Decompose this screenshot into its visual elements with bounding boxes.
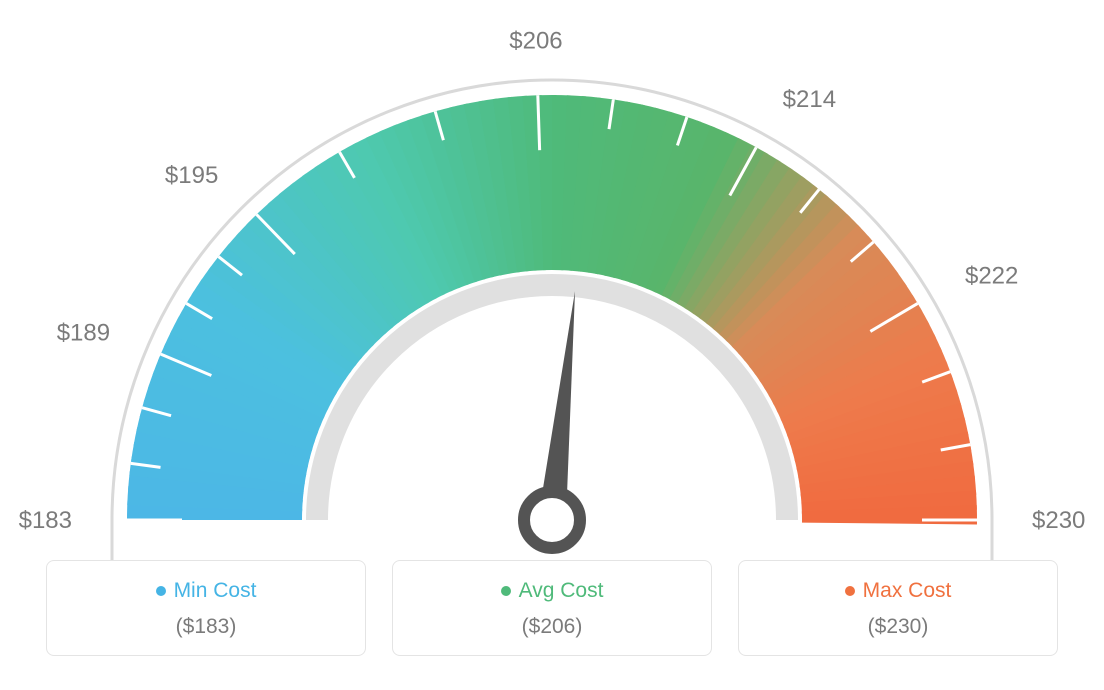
gauge-svg: $183 $189 $195 $206 $214 $222 $230 — [0, 0, 1104, 560]
gauge-tick-label: $222 — [965, 262, 1018, 289]
gauge-tick-label: $214 — [783, 86, 836, 113]
gauge-tick-label: $183 — [19, 507, 72, 534]
legend-card-max: Max Cost ($230) — [738, 560, 1058, 656]
legend-value-avg: ($206) — [403, 615, 701, 639]
legend-value-min: ($183) — [57, 615, 355, 639]
legend-title-min: Min Cost — [174, 579, 257, 603]
legend-title-avg: Avg Cost — [519, 579, 604, 603]
gauge-tick-label: $195 — [165, 162, 218, 189]
gauge-tick-label: $230 — [1032, 507, 1085, 534]
legend-card-avg: Avg Cost ($206) — [392, 560, 712, 656]
gauge-tick-label: $189 — [57, 320, 110, 347]
legend-dot-avg — [501, 586, 511, 596]
gauge-tick-label: $206 — [509, 27, 562, 54]
legend-title-max: Max Cost — [863, 579, 952, 603]
legend-card-min: Min Cost ($183) — [46, 560, 366, 656]
legend-dot-max — [845, 586, 855, 596]
legend-value-max: ($230) — [749, 615, 1047, 639]
gauge-chart: $183 $189 $195 $206 $214 $222 $230 — [0, 0, 1104, 560]
legend-row: Min Cost ($183) Avg Cost ($206) Max Cost… — [0, 560, 1104, 656]
legend-dot-min — [156, 586, 166, 596]
gauge-needle-hub — [524, 492, 580, 548]
